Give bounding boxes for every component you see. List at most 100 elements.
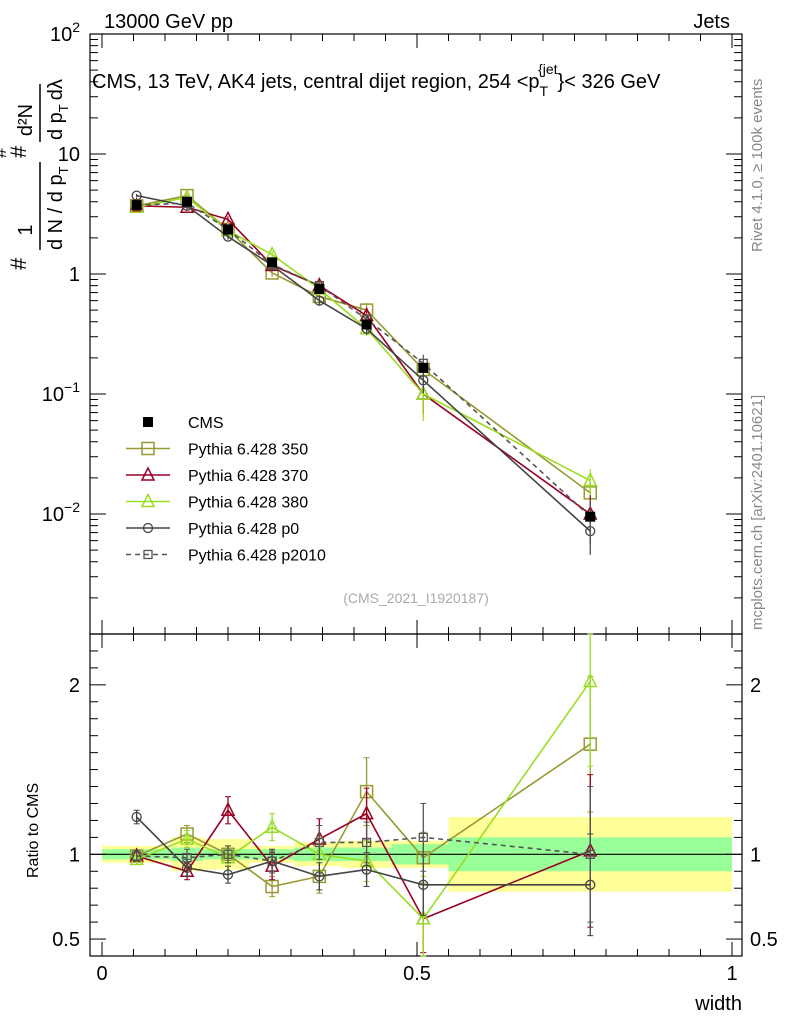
legend-label: Pythia 6.428 p2010 — [188, 548, 326, 565]
marker — [223, 224, 233, 235]
series-group — [129, 188, 598, 957]
legend-entry: Pythia 6.428 350 — [126, 442, 308, 459]
legend-label: Pythia 6.428 370 — [188, 468, 308, 485]
legend-entry: CMS — [143, 415, 224, 432]
marker — [418, 362, 429, 373]
marker — [585, 849, 595, 859]
legend-label: CMS — [188, 415, 224, 432]
series-line-ratio — [136, 680, 591, 920]
series-line-ratio — [136, 808, 591, 920]
marker — [314, 837, 325, 848]
series-line-main — [136, 196, 591, 482]
title-main: CMS, 13 TeV, AK4 jets, central dijet reg… — [92, 71, 540, 93]
ratio-y-tick-label: 1 — [69, 844, 80, 866]
marker — [418, 832, 428, 843]
legend-entry: Pythia 6.428 370 — [126, 466, 308, 485]
marker — [129, 850, 144, 866]
legend-label: Pythia 6.428 380 — [188, 495, 308, 512]
marker — [179, 830, 195, 845]
legend-entry: Pythia 6.428 p2010 — [126, 548, 326, 565]
marker — [585, 511, 596, 522]
series-line-main — [136, 202, 591, 518]
marker — [141, 441, 155, 456]
ylabel-frac1-den: d N / d pT — [45, 166, 71, 250]
rivet-label: Rivet 4.1.0, ≥ 100k events — [749, 79, 766, 252]
marker — [264, 818, 280, 833]
y-tick-label: 10−1 — [42, 379, 80, 406]
ylabel-frac2-num: d²N — [15, 104, 37, 136]
marker — [583, 672, 598, 688]
title-sup: {jet — [538, 61, 558, 77]
marker — [361, 864, 372, 875]
main-frame — [89, 33, 743, 635]
marker — [140, 492, 156, 508]
marker — [267, 257, 278, 268]
marker — [143, 417, 153, 427]
legend-label: Pythia 6.428 350 — [188, 442, 308, 459]
marker — [314, 295, 325, 306]
analysis-tag: (CMS_2021_I1920187) — [343, 590, 489, 606]
x-tick-label: 1 — [726, 963, 737, 985]
marker — [220, 801, 236, 817]
ylabel-hash3: # — [0, 148, 10, 158]
marker — [314, 871, 325, 882]
marker — [416, 385, 431, 400]
marker — [418, 879, 429, 890]
title-sub: T — [540, 83, 549, 99]
mcplots-label: mcplots.cern.ch [arXiv:2401.10621] — [749, 395, 766, 630]
y-tick-label: 102 — [50, 19, 80, 46]
marker — [131, 200, 142, 211]
marker — [223, 849, 233, 859]
marker — [140, 466, 156, 481]
legend-entry: Pythia 6.428 p0 — [126, 521, 299, 538]
ylabel-hash1: # — [6, 257, 31, 270]
y-tick-label: 10−2 — [42, 499, 80, 526]
ratio-y-label: Ratio to CMS — [25, 783, 42, 878]
axes: 0 0.5 1 10−2 10−1 1 10 102 0.5 0.5 1 1 2 2 — [42, 19, 778, 985]
marker — [267, 856, 277, 866]
marker — [418, 375, 429, 386]
series-line-ratio — [136, 816, 591, 886]
marker — [131, 851, 142, 861]
y-tick-label: 10 — [58, 144, 80, 166]
y-tick-label: 1 — [69, 264, 80, 286]
series-line-main — [136, 194, 591, 532]
header-right: Jets — [693, 11, 730, 33]
ratio-y-tick-label: 0.5 — [52, 929, 80, 951]
title-tail: }< 326 GeV — [558, 71, 662, 93]
series-pythia-6-428-350 — [129, 188, 597, 898]
marker — [131, 190, 142, 201]
legend-label: Pythia 6.428 p0 — [188, 521, 299, 538]
ylabel-frac2-den: d pTdλ — [45, 79, 71, 140]
header-left: 13000 GeV pp — [104, 11, 233, 33]
marker — [359, 804, 374, 820]
ratio-y-tick-label: 2 — [69, 675, 80, 697]
marker — [222, 869, 234, 880]
marker — [361, 837, 372, 848]
marker — [265, 879, 279, 894]
marker — [314, 283, 325, 294]
marker — [143, 549, 153, 560]
ratio-y-tick-label-right: 2 — [750, 675, 761, 697]
ylabel-hash2: # — [6, 145, 31, 158]
ratio-y-tick-label-right: 1 — [750, 844, 761, 866]
marker — [583, 471, 598, 487]
ratio-y-tick-label-right: 0.5 — [750, 929, 778, 951]
chart-title: CMS, 13 TeV, AK4 jets, central dijet reg… — [92, 61, 661, 99]
series-cms-data — [131, 196, 596, 522]
x-tick-label: 0.5 — [403, 963, 431, 985]
marker — [361, 319, 372, 330]
legend-entry: Pythia 6.428 380 — [126, 492, 308, 512]
x-axis-label: width — [694, 993, 742, 1015]
legend: CMS Pythia 6.428 350 Pythia 6.428 370 Pythi… — [126, 415, 326, 565]
marker — [416, 910, 431, 925]
marker — [142, 522, 154, 534]
marker — [182, 853, 192, 863]
y-axis-label: # 1 d N / d pT # # d²N d pTdλ — [0, 79, 71, 270]
x-tick-label: 0 — [96, 963, 107, 985]
ylabel-frac1-num: 1 — [15, 224, 37, 235]
marker — [131, 811, 142, 823]
marker — [182, 196, 193, 207]
